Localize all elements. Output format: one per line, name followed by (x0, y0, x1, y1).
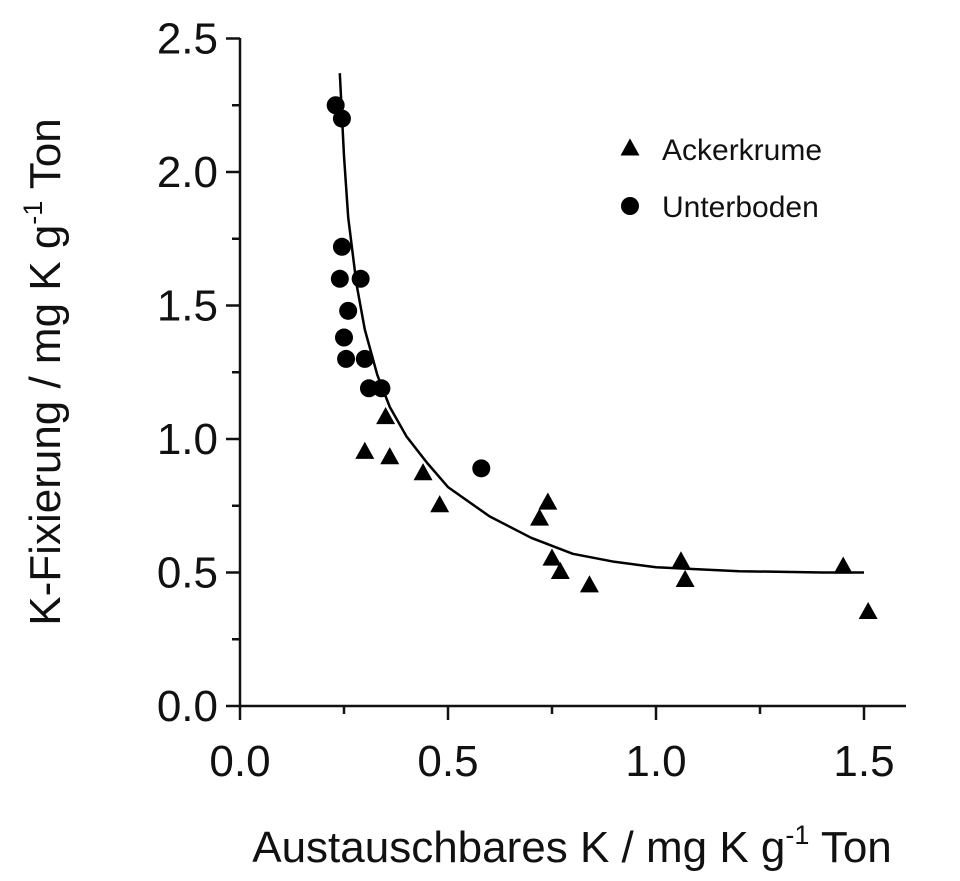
x-tick-label: 0.0 (209, 737, 270, 786)
data-points (326, 96, 878, 620)
unterboden-point (355, 349, 374, 368)
ackerkrume-point (538, 492, 558, 510)
unterboden-point (337, 349, 356, 368)
unterboden-point (335, 328, 353, 347)
ackerkrume-point (380, 447, 400, 465)
y-tick-label: 0.5 (157, 549, 218, 598)
legend: Ackerkrume Unterboden (620, 134, 822, 224)
y-tick-label: 1.5 (157, 282, 218, 331)
ackerkrume-point (376, 407, 396, 425)
unterboden-point (326, 96, 345, 115)
unterboden-point (472, 459, 491, 478)
unterboden-point (372, 379, 391, 398)
ackerkrume-point (858, 601, 878, 620)
y-axis-label: K-Fixierung / mg K g-1 Ton (18, 118, 70, 625)
unterboden-point (339, 301, 358, 320)
unterboden-point (359, 379, 378, 398)
ackerkrume-point (413, 463, 433, 481)
ackerkrume-point (542, 548, 562, 566)
unterboden-point (351, 269, 370, 288)
legend-label-unterboden: Unterboden (662, 191, 819, 224)
x-axis-label: Austauschbares K / mg K g-1 Ton (252, 820, 892, 872)
y-tick-label: 2.0 (157, 148, 218, 197)
ackerkrume-point (530, 508, 550, 526)
ackerkrume-point (579, 575, 599, 593)
unterboden-point (332, 109, 351, 128)
y-tick-label: 2.5 (157, 15, 218, 64)
x-tick-label: 0.5 (417, 737, 478, 786)
unterboden-point (330, 269, 349, 288)
ackerkrume-point (675, 569, 695, 588)
legend-marker-unterboden (621, 197, 639, 215)
unterboden-point (332, 237, 351, 256)
ackerkrume-point (355, 441, 375, 459)
axes: 0.0 0.5 1.0 1.5 2.0 2.5 0.0 0.5 1.0 1.5 (157, 15, 906, 786)
legend-label-ackerkrume: Ackerkrume (662, 134, 822, 167)
ackerkrume-point (550, 561, 570, 579)
ackerkrume-point (671, 551, 691, 569)
ackerkrume-point (833, 556, 853, 574)
x-tick-label: 1.5 (833, 737, 894, 786)
y-tick-label: 0.0 (157, 682, 218, 731)
y-tick-label: 1.0 (157, 415, 218, 464)
legend-marker-ackerkrume (620, 138, 640, 156)
ackerkrume-point (430, 495, 450, 513)
x-tick-label: 1.0 (625, 737, 686, 786)
